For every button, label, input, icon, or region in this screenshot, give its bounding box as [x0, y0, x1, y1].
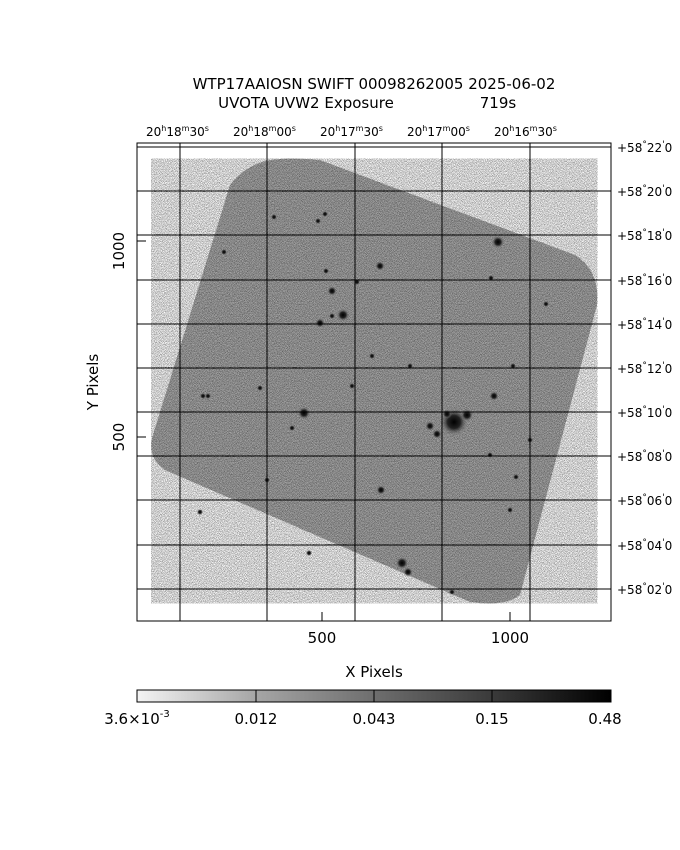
dec-label: +58°16'0: [617, 273, 672, 288]
dec-label-column: +58°22'0 +58°20'0 +58°18'0 +58°16'0 +58°14'0…: [617, 140, 672, 597]
star-source: [348, 382, 356, 390]
ra-labels: 20h18m30s 20h18m00s 20h17m30s 20h17m00s …: [146, 124, 557, 139]
y-tick-label-500: 500: [110, 423, 128, 452]
dec-label: +58°12'0: [617, 361, 672, 376]
colorbar-label-max: 0.48: [588, 710, 621, 728]
star-source: [288, 424, 296, 432]
dec-label: +58°08'0: [617, 449, 672, 464]
star-source: [368, 352, 376, 360]
star-source: [322, 267, 330, 275]
x-tick-label-500: 500: [308, 629, 337, 647]
y-axis-ticks: [137, 240, 146, 438]
star-source: [196, 508, 204, 516]
star-source: [336, 308, 350, 322]
star-source: [204, 392, 212, 400]
star-source: [491, 235, 505, 249]
star-source: [270, 213, 278, 221]
star-source: [489, 391, 499, 401]
coordinate-grid: [137, 143, 611, 621]
exposure-image: [151, 158, 598, 604]
star-source: [256, 384, 264, 392]
star-source: [403, 567, 413, 577]
dec-label: +58°02'0: [617, 582, 672, 597]
ra-label: 20h18m30s: [146, 124, 209, 139]
y-tick-label-1000: 1000: [110, 232, 128, 270]
star-source: [297, 406, 311, 420]
figure-subtitle-exposure: 719s: [480, 94, 517, 112]
dec-label: +58°06'0: [617, 493, 672, 508]
ra-label: 20h18m00s: [233, 124, 296, 139]
star-source: [327, 286, 337, 296]
dec-label: +58°10'0: [617, 405, 672, 420]
star-source: [442, 409, 452, 419]
star-source: [375, 261, 385, 271]
y-axis-label: Y Pixels: [84, 354, 102, 412]
dec-label: +58°22'0: [617, 140, 672, 155]
star-source: [448, 588, 456, 596]
star-source: [321, 210, 329, 218]
star-source: [305, 549, 313, 557]
colorbar-label: 0.012: [235, 710, 278, 728]
star-source: [486, 451, 494, 459]
exposure-noise-texture: [151, 158, 598, 604]
ra-label: 20h17m30s: [320, 124, 383, 139]
star-source: [460, 408, 474, 422]
star-source: [314, 217, 322, 225]
star-source: [199, 392, 207, 400]
dec-label: +58°04'0: [617, 538, 672, 553]
ra-label: 20h17m00s: [407, 124, 470, 139]
figure-title: WTP17AAIOSN SWIFT 00098262005 2025-06-02: [193, 75, 556, 93]
ra-label: 20h16m30s: [494, 124, 557, 139]
colorbar-label: 0.043: [353, 710, 396, 728]
star-source: [328, 312, 336, 320]
star-source: [506, 506, 514, 514]
star-source: [220, 248, 228, 256]
dec-label: +58°20'0: [617, 184, 672, 199]
dec-label: +58°14'0: [617, 317, 672, 332]
star-source: [395, 556, 409, 570]
colorbar-label: 0.15: [475, 710, 508, 728]
star-source: [512, 473, 520, 481]
colorbar-label-min: 3.6×10-3: [104, 709, 170, 728]
star-source: [425, 421, 435, 431]
x-axis-ticks: [321, 612, 511, 621]
x-axis-label: X Pixels: [345, 663, 403, 681]
colorbar-ticks: [255, 690, 493, 702]
star-source: [432, 429, 442, 439]
figure-subtitle-filter: UVOTA UVW2 Exposure: [218, 94, 394, 112]
x-tick-label-1000: 1000: [491, 629, 529, 647]
star-source: [376, 485, 386, 495]
dec-label: +58°18'0: [617, 228, 672, 243]
plot-frame: [136, 142, 612, 622]
star-source: [542, 300, 550, 308]
star-source: [315, 318, 325, 328]
